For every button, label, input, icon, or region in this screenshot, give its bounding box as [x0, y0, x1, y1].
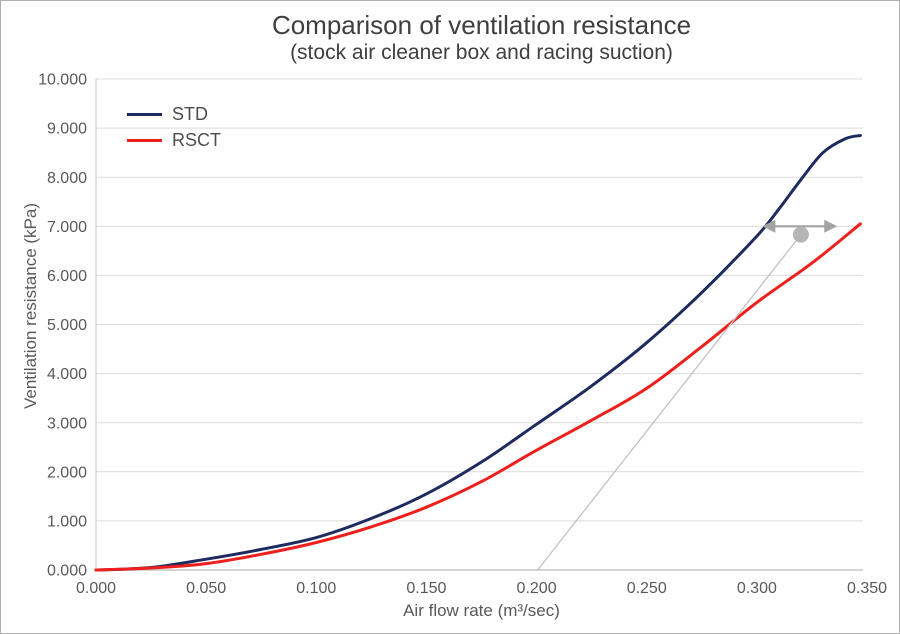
y-tick-label-0.000: 0.000: [47, 563, 87, 580]
std-line-swatch: [127, 112, 162, 116]
y-tick-label-3.000: 3.000: [47, 415, 87, 432]
annotation-arrowhead-left: [762, 219, 776, 233]
y-tick-label-5.000: 5.000: [47, 317, 87, 334]
x-tick-label-0.000: 0.000: [76, 580, 116, 597]
rsct-line-swatch: [127, 138, 162, 142]
chart-subtitle: (stock air cleaner box and racing suctio…: [290, 41, 673, 64]
x-tick-label-0.150: 0.150: [406, 580, 446, 597]
legend: STD RSCT: [127, 101, 221, 153]
legend-item-rsct: RSCT: [127, 127, 221, 153]
y-tick-label-6.000: 6.000: [47, 268, 87, 285]
y-tick-label-4.000: 4.000: [47, 366, 87, 383]
x-tick-label-0.100: 0.100: [296, 580, 336, 597]
annotation-arrowhead-right: [824, 219, 838, 233]
legend-label-std: STD: [172, 103, 208, 124]
chart-title-block: Comparison of ventilation resistance (st…: [96, 10, 867, 66]
x-tick-label-0.350: 0.350: [847, 580, 887, 597]
series-line-rsct: [94, 222, 862, 572]
series-line-std: [94, 134, 862, 572]
annotation-guide-line: [537, 234, 802, 571]
chart-title: Comparison of ventilation resistance: [271, 10, 692, 40]
y-tick-label-10.000: 10.000: [38, 72, 87, 89]
x-tick-label-0.300: 0.300: [737, 580, 777, 597]
y-tick-label-8.000: 8.000: [47, 170, 87, 187]
y-tick-label-7.000: 7.000: [47, 219, 87, 236]
y-tick-label-2.000: 2.000: [47, 464, 87, 481]
y-axis-title: Ventilation resistance (kPa): [21, 203, 40, 409]
y-tick-label-1.000: 1.000: [47, 514, 87, 531]
x-axis-title: Air flow rate (m³/sec): [403, 601, 560, 620]
y-tick-label-9.000: 9.000: [47, 121, 87, 138]
x-tick-label-0.050: 0.050: [186, 580, 226, 597]
annotation-dot: [792, 226, 809, 243]
x-tick-label-0.200: 0.200: [517, 580, 557, 597]
legend-item-std: STD: [127, 101, 221, 127]
x-tick-label-0.250: 0.250: [627, 580, 667, 597]
legend-label-rsct: RSCT: [172, 129, 221, 150]
